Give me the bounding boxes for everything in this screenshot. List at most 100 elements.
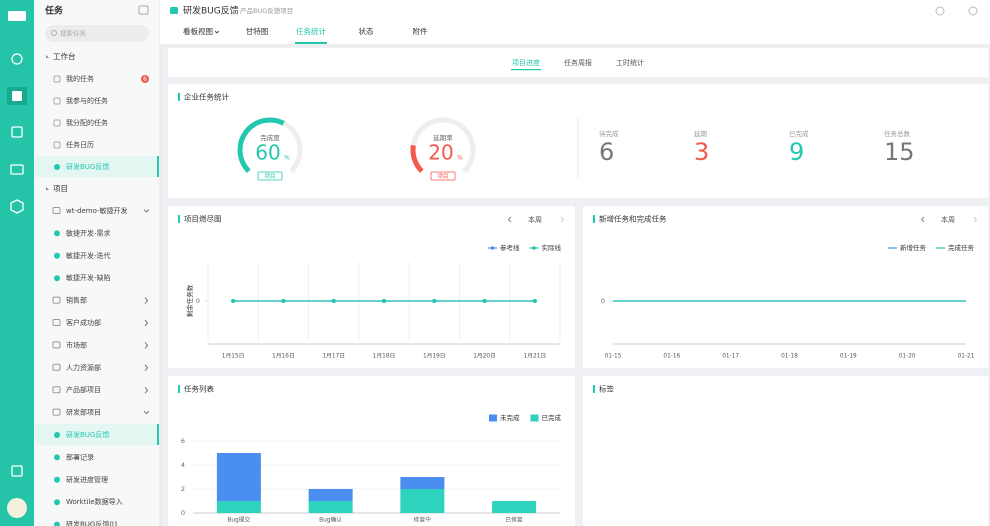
- section-label[interactable]: 项目: [53, 184, 68, 193]
- member-icon[interactable]: [935, 6, 945, 16]
- chat-icon[interactable]: [11, 53, 23, 65]
- legend-label: 实际线: [542, 243, 562, 252]
- search-icon: [51, 30, 57, 36]
- folder-icon: [52, 363, 61, 371]
- chevron[interactable]: [143, 209, 150, 213]
- sidebar-item[interactable]: 研发BUG反馈01: [66, 520, 118, 526]
- subtab[interactable]: 任务周报: [564, 58, 592, 67]
- prev-arrow[interactable]: [920, 216, 925, 223]
- sidebar-item[interactable]: 产品部项目: [66, 385, 101, 394]
- sidebar-item[interactable]: 我分配的任务: [66, 118, 108, 127]
- sidebar-item[interactable]: Worktile数据导入: [66, 497, 123, 506]
- item-icon: [53, 97, 61, 105]
- settings-icon[interactable]: [968, 6, 978, 16]
- box-icon[interactable]: [10, 199, 24, 214]
- chevron[interactable]: [143, 410, 150, 415]
- point: [382, 299, 386, 303]
- subtab[interactable]: 项目进度: [512, 58, 540, 67]
- sidebar-item[interactable]: 研发进度管理: [66, 475, 108, 484]
- header-tab[interactable]: 看板视图: [183, 26, 213, 36]
- section-label[interactable]: 工作台: [53, 51, 76, 61]
- sidebar-item[interactable]: 销售部: [66, 296, 87, 305]
- next-arrow[interactable]: [973, 216, 978, 223]
- next-arrow[interactable]: [560, 216, 565, 223]
- card: [583, 376, 988, 526]
- gauge-label: 延期率: [433, 133, 453, 142]
- contact-icon[interactable]: [11, 465, 23, 477]
- x-tick-label: 1月20日: [473, 353, 496, 360]
- card-title-marker: [178, 93, 180, 101]
- sidebar-item[interactable]: 敏捷开发-迭代: [66, 251, 111, 260]
- folder-icon: [52, 319, 61, 326]
- point: [532, 299, 537, 303]
- sidebar-item[interactable]: wt-demo-敏捷开发: [66, 206, 128, 215]
- sidebar-item[interactable]: 市场部: [66, 340, 87, 349]
- header-tab[interactable]: 甘特图: [246, 26, 269, 36]
- subtab-underline: [511, 69, 541, 71]
- sidebar-item[interactable]: 人力资源部: [66, 363, 101, 372]
- y-tick-label: 6: [181, 437, 185, 445]
- gauge-value: 20: [428, 141, 453, 165]
- sidebar-item[interactable]: 敏捷开发-缺陷: [66, 273, 111, 282]
- dropdown-caret: [214, 30, 220, 34]
- stat-label: 任务总数: [884, 129, 911, 138]
- item-icon: [54, 454, 60, 461]
- header-tab[interactable]: 任务统计: [296, 26, 326, 36]
- stat-value: 6: [599, 138, 614, 166]
- x-tick-label: 01-17: [722, 354, 739, 360]
- y-tick-label: 0: [601, 297, 605, 305]
- x-tick-label: 已修复: [505, 516, 523, 524]
- y-axis-label: 剩余任务数: [185, 284, 194, 317]
- header-tab[interactable]: 附件: [413, 26, 428, 36]
- folder-icon[interactable]: [10, 164, 24, 175]
- item-icon: [54, 230, 60, 237]
- section-caret: [46, 55, 49, 58]
- sidebar-item[interactable]: 部署记录: [66, 452, 94, 461]
- item-icon: [54, 164, 60, 170]
- item-icon: [54, 521, 60, 526]
- calendar-icon[interactable]: [11, 126, 23, 138]
- period: 本周: [941, 215, 955, 224]
- sidebar-item[interactable]: 研发BUG反馈: [66, 162, 109, 171]
- bar-segment: [216, 453, 261, 501]
- chevron[interactable]: [144, 319, 149, 327]
- project-icon: [170, 7, 178, 14]
- chevron[interactable]: [144, 342, 149, 349]
- sidebar-item[interactable]: 任务日历: [66, 140, 94, 149]
- card-title-marker: [593, 385, 595, 393]
- inbox-icon[interactable]: [138, 5, 149, 15]
- sidebar-item[interactable]: 我的任务: [66, 74, 94, 83]
- sidebar-item[interactable]: 敏捷开发-需求: [66, 228, 111, 237]
- chevron[interactable]: [144, 386, 149, 394]
- sidebar-item[interactable]: 研发部项目: [66, 408, 101, 417]
- item-icon: [53, 75, 61, 83]
- point: [281, 299, 286, 303]
- card: [168, 206, 575, 368]
- sidebar-item[interactable]: 研发BUG反馈: [66, 430, 109, 439]
- card-title-marker: [178, 215, 180, 223]
- stat-value: 3: [694, 138, 709, 166]
- sidebar-item[interactable]: 我参与的任务: [66, 96, 108, 105]
- search-box[interactable]: [45, 25, 149, 42]
- card-title: 新增任务和完成任务: [599, 214, 667, 224]
- chevron[interactable]: [144, 364, 149, 372]
- folder-icon: [52, 408, 61, 416]
- x-tick-label: 01-20: [899, 354, 916, 360]
- project-title: 研发BUG反馈: [183, 5, 239, 17]
- bar-segment: [492, 501, 537, 513]
- prev-arrow[interactable]: [507, 216, 512, 223]
- header-tab[interactable]: 状态: [359, 26, 374, 36]
- stat-value: 15: [884, 138, 915, 166]
- logo[interactable]: [8, 11, 26, 21]
- task-icon[interactable]: [12, 91, 22, 101]
- sidebar-item[interactable]: 客户成功部: [66, 318, 101, 327]
- point: [482, 299, 487, 303]
- section-caret: [46, 187, 49, 190]
- avatar[interactable]: [7, 498, 27, 518]
- chevron[interactable]: [144, 297, 149, 304]
- gauge-tag-box: [430, 171, 456, 181]
- subtab[interactable]: 工时统计: [616, 58, 644, 67]
- x-tick-label: 1月15日: [222, 353, 245, 360]
- folder-icon: [52, 386, 61, 394]
- card: [583, 206, 988, 368]
